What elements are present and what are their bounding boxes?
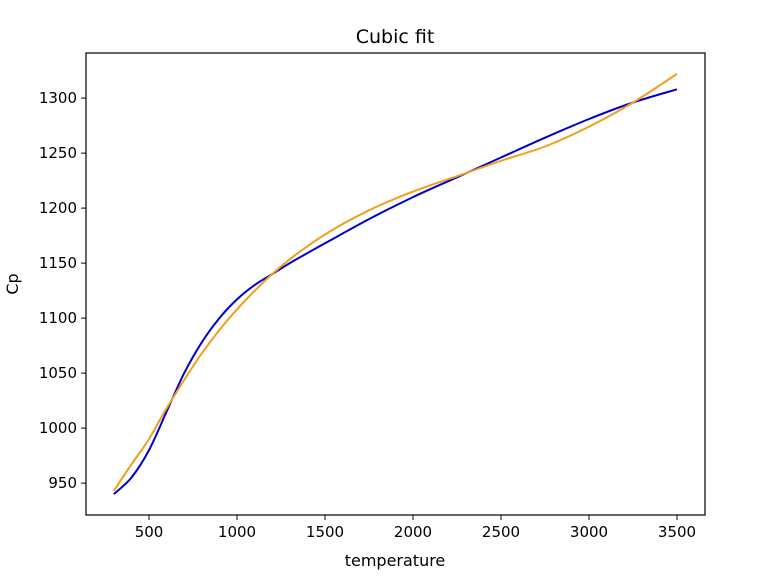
x-tick-label: 1000 xyxy=(218,523,256,541)
x-tick-label: 2500 xyxy=(482,523,520,541)
y-tick-label: 1250 xyxy=(39,144,77,162)
plot-frame xyxy=(85,52,706,516)
cubic-fit-line xyxy=(112,73,678,492)
y-tick-label: 1000 xyxy=(39,419,77,437)
x-axis-label: temperature xyxy=(345,551,446,570)
x-tick-label: 3500 xyxy=(658,523,696,541)
y-tick-label: 1100 xyxy=(39,309,77,327)
x-tick-label: 1500 xyxy=(306,523,344,541)
x-tick-label: 3000 xyxy=(570,523,608,541)
data-series-line xyxy=(113,88,678,495)
x-tick-label: 500 xyxy=(135,523,164,541)
y-tick-label: 1200 xyxy=(39,199,77,217)
chart-title: Cubic fit xyxy=(356,26,435,48)
y-tick-label: 1050 xyxy=(39,364,77,382)
y-tick-label: 1150 xyxy=(39,254,77,272)
y-axis-label: Cp xyxy=(3,273,22,294)
x-tick-label: 2000 xyxy=(394,523,432,541)
y-tick-label: 950 xyxy=(48,474,77,492)
y-tick-label: 1300 xyxy=(39,89,77,107)
